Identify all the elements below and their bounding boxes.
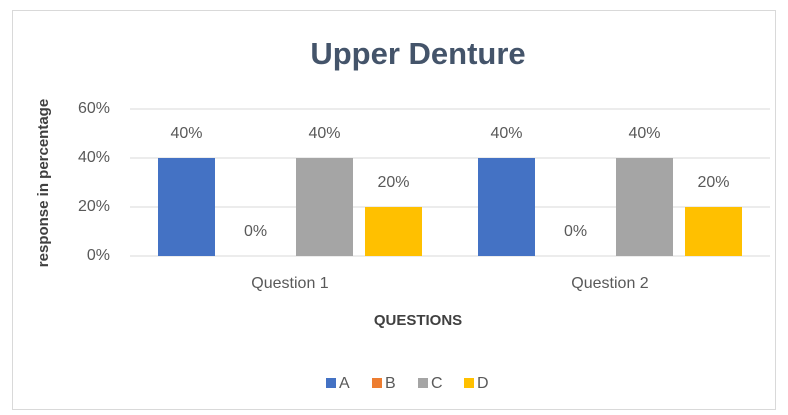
legend-swatch (464, 378, 474, 388)
y-axis-title: response in percentage (35, 99, 52, 267)
legend-swatch (326, 378, 336, 388)
legend-label: C (431, 375, 443, 392)
x-tick-label: Question 2 (571, 275, 648, 292)
data-label: 40% (628, 125, 660, 142)
data-label: 20% (377, 174, 409, 191)
bar (478, 158, 535, 256)
data-label: 40% (308, 125, 340, 142)
bar (365, 207, 422, 256)
chart-title: Upper Denture (310, 36, 525, 71)
data-label: 20% (697, 174, 729, 191)
x-tick-label: Question 1 (251, 275, 328, 292)
y-tick-label: 20% (78, 198, 110, 215)
y-tick-label: 60% (78, 100, 110, 117)
legend-label: B (385, 375, 396, 392)
data-label: 0% (564, 223, 587, 240)
legend-label: A (339, 375, 350, 392)
bar (685, 207, 742, 256)
data-label: 0% (244, 223, 267, 240)
data-label: 40% (170, 125, 202, 142)
y-tick-label: 40% (78, 149, 110, 166)
legend-swatch (418, 378, 428, 388)
data-label: 40% (490, 125, 522, 142)
legend-swatch (372, 378, 382, 388)
bar (296, 158, 353, 256)
legend-label: D (477, 375, 489, 392)
x-axis-title: QUESTIONS (374, 312, 462, 329)
bar (158, 158, 215, 256)
y-tick-label: 0% (87, 247, 110, 264)
bar (616, 158, 673, 256)
